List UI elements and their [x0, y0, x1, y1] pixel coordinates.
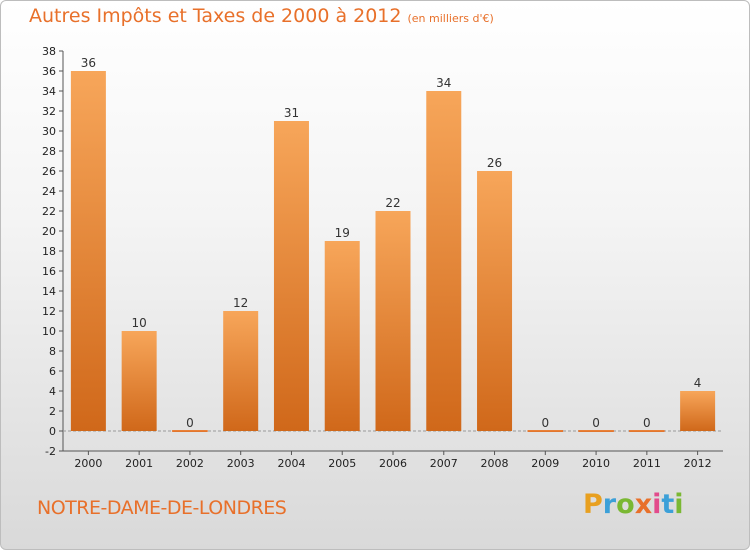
data-label-2007: 34 — [436, 76, 451, 90]
logo-letter: t — [661, 489, 675, 520]
logo-letter: x — [634, 489, 653, 520]
data-label-2010: 0 — [592, 416, 600, 430]
y-tick-label: 0 — [49, 425, 56, 438]
bar-2010 — [578, 430, 614, 432]
y-tick-label: 4 — [49, 385, 56, 398]
y-tick-label: 32 — [42, 105, 56, 118]
x-tick-label-2012: 2012 — [684, 457, 712, 470]
data-label-2000: 36 — [81, 56, 96, 70]
bar-2011 — [629, 430, 665, 432]
x-tick-label-2011: 2011 — [633, 457, 661, 470]
bar-2006 — [375, 211, 411, 431]
x-tick-label-2001: 2001 — [125, 457, 153, 470]
y-tick-label: 24 — [42, 185, 56, 198]
x-tick-label-2009: 2009 — [531, 457, 559, 470]
x-tick-label-2000: 2000 — [74, 457, 102, 470]
chart-title: Autres Impôts et Taxes de 2000 à 2012 (en… — [29, 5, 494, 27]
y-tick-label: 26 — [42, 165, 56, 178]
data-label-2012: 4 — [694, 376, 702, 390]
bar-2008 — [477, 171, 513, 431]
x-tick-label-2006: 2006 — [379, 457, 407, 470]
logo-letter: i — [674, 489, 684, 520]
data-label-2004: 31 — [284, 106, 299, 120]
proxiti-logo: Proxiti — [583, 489, 684, 520]
y-tick-label: 12 — [42, 305, 56, 318]
data-label-2001: 10 — [132, 316, 147, 330]
data-label-2003: 12 — [233, 296, 248, 310]
bar-2001 — [121, 331, 157, 431]
x-tick-label-2004: 2004 — [277, 457, 305, 470]
x-tick-label-2008: 2008 — [481, 457, 509, 470]
bar-2003 — [223, 311, 259, 431]
bar-2009 — [527, 430, 564, 432]
bar-2007 — [426, 91, 462, 431]
x-tick-label-2010: 2010 — [582, 457, 610, 470]
logo-letter: r — [602, 489, 617, 520]
logo-letter: P — [583, 489, 603, 520]
logo-letter: o — [616, 489, 635, 520]
y-tick-label: 36 — [42, 65, 56, 78]
data-label-2011: 0 — [643, 416, 651, 430]
x-tick-label-2007: 2007 — [430, 457, 458, 470]
y-tick-label: 8 — [49, 345, 56, 358]
data-label-2005: 19 — [335, 226, 350, 240]
data-label-2006: 22 — [385, 196, 400, 210]
y-tick-label: 22 — [42, 205, 56, 218]
x-tick-label-2003: 2003 — [227, 457, 255, 470]
y-tick-label: 10 — [42, 325, 56, 338]
y-tick-label: 30 — [42, 125, 56, 138]
y-tick-label: 20 — [42, 225, 56, 238]
y-tick-label: -2 — [45, 445, 56, 458]
logo-letter: i — [652, 489, 662, 520]
y-tick-label: 6 — [49, 365, 56, 378]
chart-title-text: Autres Impôts et Taxes de 2000 à 2012 — [29, 5, 402, 27]
y-tick-label: 2 — [49, 405, 56, 418]
bar-2002 — [172, 430, 208, 432]
bar-2004 — [273, 121, 309, 431]
x-tick-label-2005: 2005 — [328, 457, 356, 470]
chart-unit: (en milliers d'€) — [407, 12, 494, 25]
y-tick-label: 16 — [42, 265, 56, 278]
y-tick-label: 38 — [42, 45, 56, 58]
bar-2005 — [324, 241, 360, 431]
commune-name: NOTRE-DAME-DE-LONDRES — [37, 497, 287, 519]
y-tick-label: 14 — [42, 285, 56, 298]
bar-2012 — [680, 391, 716, 431]
y-tick-label: 18 — [42, 245, 56, 258]
x-tick-label-2002: 2002 — [176, 457, 204, 470]
data-label-2002: 0 — [186, 416, 194, 430]
y-tick-label: 28 — [42, 145, 56, 158]
bar-2000 — [70, 71, 106, 431]
y-tick-label: 34 — [42, 85, 56, 98]
data-label-2008: 26 — [487, 156, 502, 170]
data-label-2009: 0 — [541, 416, 549, 430]
